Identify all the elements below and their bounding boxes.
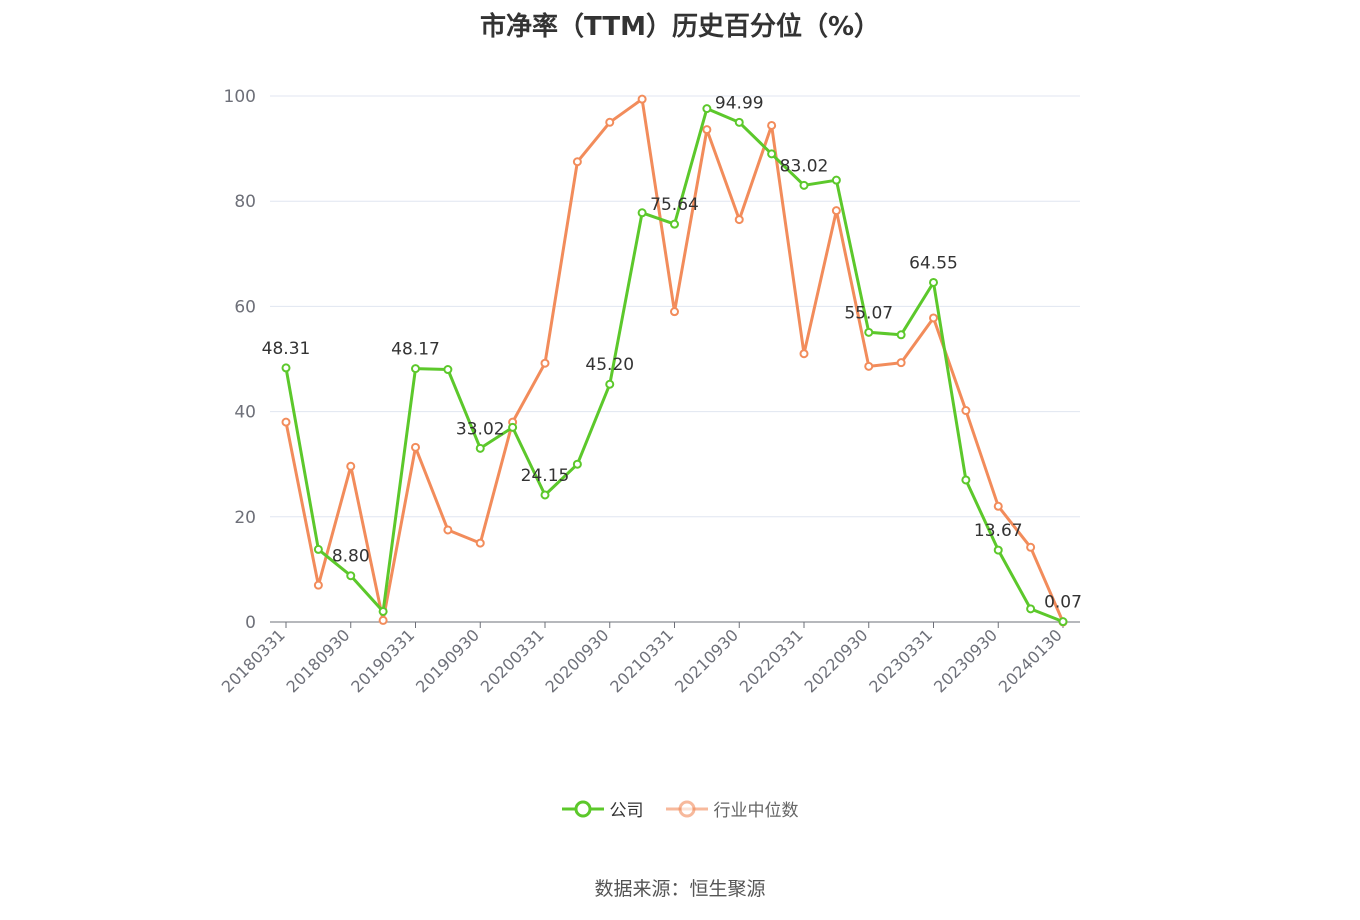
data-point	[443, 525, 453, 535]
data-point	[378, 615, 388, 625]
data-point	[281, 363, 291, 373]
data-point	[508, 422, 518, 432]
x-tick-label: 20200930	[542, 625, 613, 696]
legend-swatch-icon	[561, 800, 604, 817]
data-point	[1026, 542, 1036, 552]
y-tick-label: 100	[224, 87, 256, 107]
data-point	[443, 365, 453, 375]
data-point	[475, 538, 485, 548]
data-point	[313, 580, 323, 590]
data-label: 8.80	[332, 547, 370, 567]
data-point	[346, 461, 356, 471]
x-tick-label: 20180331	[218, 625, 289, 696]
data-point	[411, 364, 420, 374]
data-point	[734, 117, 744, 127]
data-point	[993, 501, 1003, 511]
data-point	[702, 125, 712, 135]
data-point	[734, 215, 744, 225]
x-tick-label: 20210331	[606, 625, 677, 696]
data-point	[961, 406, 971, 416]
data-point	[1026, 604, 1036, 614]
data-point	[929, 277, 938, 287]
x-tick-label: 20230331	[865, 625, 936, 696]
data-point	[411, 442, 420, 452]
data-label: 75.64	[650, 195, 699, 215]
legend: 公司 行业中位数	[0, 796, 1360, 821]
data-point	[864, 327, 874, 337]
data-point	[605, 379, 615, 389]
legend-label: 行业中位数	[713, 801, 799, 821]
data-point	[831, 206, 841, 216]
data-label: 13.67	[974, 521, 1023, 541]
data-point	[637, 94, 647, 104]
data-point	[540, 490, 550, 500]
x-tick-label: 20220331	[736, 625, 807, 696]
legend-item-industry-median[interactable]: 行业中位数	[665, 796, 799, 821]
data-point	[961, 475, 971, 485]
series-line-company	[284, 107, 1064, 623]
data-point	[929, 313, 938, 323]
data-point	[637, 208, 647, 218]
data-point	[605, 117, 615, 127]
data-point	[475, 443, 485, 453]
data-label: 0.07	[1044, 593, 1082, 613]
line-chart: 0 20 40 60 80 100 2018033120180930201903312019…	[218, 87, 1082, 696]
data-point	[572, 157, 582, 167]
data-point	[702, 104, 712, 114]
legend-label: 公司	[609, 801, 644, 821]
data-point	[896, 358, 906, 368]
x-tick-label: 20240130	[995, 625, 1066, 696]
data-label: 94.99	[715, 93, 764, 113]
data-point	[831, 175, 841, 185]
data-point	[572, 459, 582, 469]
data-label: 45.20	[585, 355, 634, 375]
x-tick-label: 20190331	[347, 625, 418, 696]
x-tick-label: 20220930	[801, 625, 872, 696]
data-point	[540, 358, 550, 368]
data-point	[864, 361, 874, 371]
data-point	[378, 606, 388, 616]
data-point	[799, 180, 809, 190]
y-tick-label: 20	[234, 508, 256, 528]
data-point	[767, 120, 777, 130]
x-tick-label: 20180930	[283, 625, 354, 696]
y-tick-label: 80	[234, 192, 256, 212]
y-tick-label: 0	[245, 613, 256, 633]
data-point	[346, 571, 356, 581]
data-point	[993, 545, 1003, 555]
x-tick-label: 20200331	[477, 625, 548, 696]
x-tick-label: 20190930	[412, 625, 483, 696]
data-label: 24.15	[521, 466, 570, 486]
data-label: 33.02	[456, 419, 505, 439]
data-label: 48.31	[262, 339, 311, 359]
data-point	[281, 417, 291, 427]
x-tick-label: 20230930	[930, 625, 1001, 696]
data-point	[670, 219, 679, 229]
data-label: 55.07	[844, 303, 893, 323]
data-point	[896, 330, 906, 340]
chart-title: 市净率（TTM）历史百分位（%）	[480, 12, 880, 42]
legend-item-company[interactable]: 公司	[561, 796, 644, 821]
legend-swatch-icon	[665, 800, 708, 817]
y-tick-label: 60	[234, 297, 256, 317]
x-tick-label: 20210930	[671, 625, 742, 696]
y-tick-label: 40	[234, 403, 256, 423]
data-point	[799, 349, 809, 359]
data-point	[313, 544, 323, 554]
data-point	[767, 149, 777, 159]
data-source: 数据来源：恒生聚源	[594, 878, 766, 900]
data-point	[1058, 617, 1068, 627]
data-label: 83.02	[780, 156, 829, 176]
data-label: 64.55	[909, 253, 958, 273]
data-label: 48.17	[391, 340, 440, 360]
data-point	[670, 307, 679, 317]
